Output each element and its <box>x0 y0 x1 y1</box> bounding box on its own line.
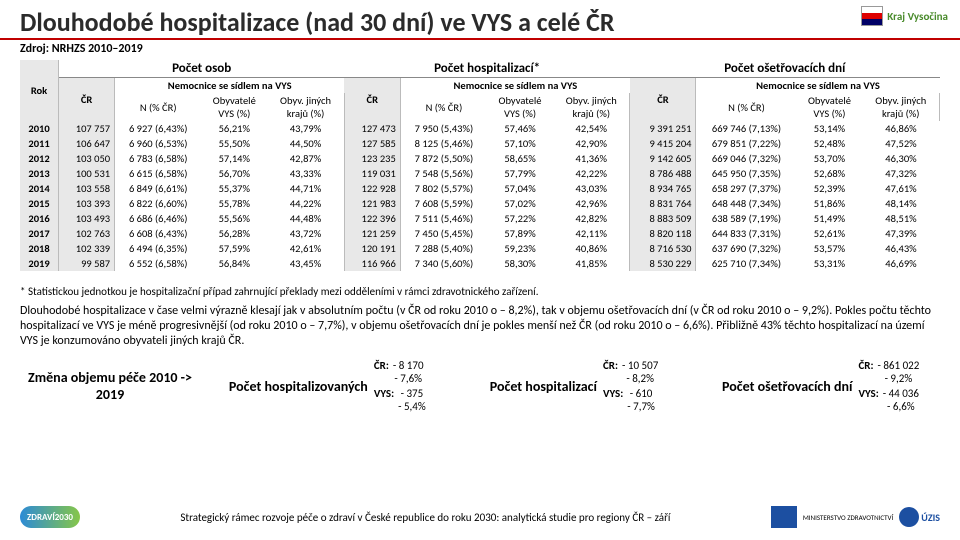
table-row: 2017102 7636 608 (6,43%)56,28%43,72%121 … <box>20 226 940 241</box>
source-line: Zdroj: NRHZS 2010–2019 <box>0 42 960 60</box>
ministry-text: MINISTERSTVO ZDRAVOTNICTVÍ <box>803 514 893 521</box>
paragraph: Dlouhodobé hospitalizace v čase velmi vý… <box>0 302 960 351</box>
summary-lead: Změna objemu péče 2010 -> 2019 <box>20 369 200 403</box>
ministry-logo-icon <box>771 506 797 528</box>
table-row: 2013100 5316 615 (6,58%)56,70%43,33%119 … <box>20 166 940 181</box>
table-row: 2015103 3936 822 (6,60%)55,78%44,22%121 … <box>20 196 940 211</box>
table-row: 2012103 0506 783 (6,58%)57,14%42,87%123 … <box>20 151 940 166</box>
summary-block: Počet ošetřovacích dníČR:- 861 022- 9,2%… <box>701 359 940 413</box>
table-row: 2016103 4936 686 (6,46%)55,56%44,48%122 … <box>20 211 940 226</box>
table-row: 2018102 3396 494 (6,35%)57,59%42,61%120 … <box>20 241 940 256</box>
page-title: Dlouhodobé hospitalizace (nad 30 dní) ve… <box>0 0 960 40</box>
table-row: 2014103 5586 849 (6,61%)55,37%44,71%122 … <box>20 181 940 196</box>
data-table: RokPočet osobPočet hospitalizací*Počet o… <box>20 60 940 271</box>
emblem-icon <box>861 6 883 26</box>
summary-block: Počet hospitalizacíČR:- 10 507- 8,2%VYS:… <box>455 359 694 413</box>
uzis-logo: ÚZIS <box>899 507 940 527</box>
summary-block: Počet hospitalizovanýchČR:- 8 170- 7,6%V… <box>208 359 447 413</box>
footnote: * Statistickou jednotkou je hospitalizač… <box>0 271 960 302</box>
table-row: 2010107 7576 927 (6,43%)56,21%43,79%127 … <box>20 121 940 136</box>
region-logo: Kraj Vysočina <box>861 6 948 26</box>
footer-caption: Strategický rámec rozvoje péče o zdraví … <box>80 511 771 524</box>
summary-grid: Změna objemu péče 2010 -> 2019Počet hosp… <box>0 351 960 417</box>
table-row: 201999 5876 552 (6,58%)56,84%43,45%116 9… <box>20 256 940 271</box>
footer: ZDRAVÍ2030 Strategický rámec rozvoje péč… <box>0 506 960 528</box>
table-row: 2011106 6476 960 (6,53%)55,50%44,50%127 … <box>20 136 940 151</box>
zdravi2030-badge: ZDRAVÍ2030 <box>20 506 80 528</box>
